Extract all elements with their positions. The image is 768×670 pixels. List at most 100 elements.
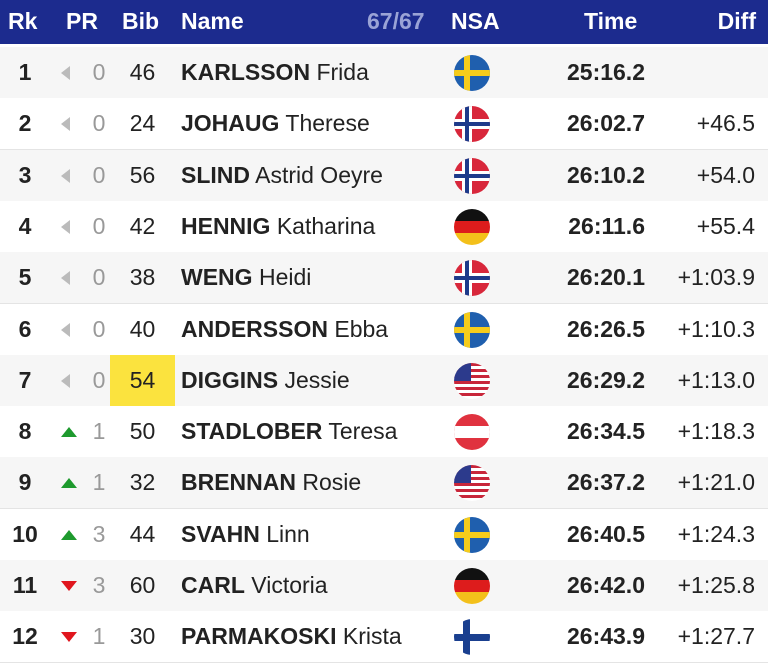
flag [453, 567, 491, 605]
diff: +46.5 [696, 110, 755, 137]
header-nsa[interactable]: NSA [451, 8, 500, 34]
rank: 9 [18, 469, 32, 496]
athlete-name: HENNIG Katharina [181, 201, 375, 252]
athlete-name: WENG Heidi [181, 252, 311, 303]
athlete-name: CARL Victoria [181, 560, 328, 611]
time: 26:40.5 [566, 520, 645, 547]
first-name: Jessie [284, 366, 350, 393]
result-row[interactable]: 11 3 60 CARL Victoria 26:42.0 +1:25.8 [0, 560, 768, 612]
diff: +1:25.8 [677, 572, 755, 598]
result-row[interactable]: 10 3 44 SVAHN Linn 26:40.5 +1:24.3 [0, 508, 768, 561]
diff: +1:27.7 [677, 623, 755, 650]
pr: 0 [92, 264, 106, 291]
bib: 60 [129, 572, 156, 598]
rank: 3 [18, 161, 32, 188]
pr: 0 [92, 212, 106, 239]
flag [453, 464, 491, 502]
diff: +1:24.3 [677, 520, 755, 547]
first-name: Heidi [258, 264, 312, 291]
last-name: DIGGINS [181, 366, 279, 393]
first-name: Teresa [328, 418, 398, 445]
result-row[interactable]: 1 0 46 KARLSSON Frida 25:16.2 [0, 47, 768, 99]
time: 26:11.6 [568, 212, 645, 239]
flag [453, 516, 491, 554]
result-row[interactable]: 6 0 40 ANDERSSON Ebba 26:26.5 +1:10.3 [0, 303, 768, 356]
rank: 2 [18, 110, 32, 137]
rank: 4 [18, 212, 32, 239]
time: 26:26.5 [566, 315, 645, 342]
pr: 0 [92, 366, 106, 393]
result-row[interactable]: 12 1 30 PARMAKOSKI Krista 26:43.9 +1:27.7 [0, 611, 768, 664]
trend-icon [61, 373, 70, 388]
last-name: WENG [181, 264, 253, 291]
bib: 24 [129, 110, 156, 137]
first-name: Ebba [334, 315, 389, 342]
pr: 0 [92, 161, 106, 188]
result-row[interactable]: 8 1 50 STADLOBER Teresa 26:34.5 +1:18.3 [0, 406, 768, 459]
result-row[interactable]: 3 0 56 SLIND Astrid Oeyre 26:10.2 +54.0 [0, 149, 768, 202]
time: 26:10.2 [566, 161, 645, 188]
trend-icon [61, 427, 77, 438]
first-name: Therese [285, 110, 370, 137]
time: 26:37.2 [566, 469, 645, 496]
result-row[interactable]: 9 1 32 BRENNAN Rosie 26:37.2 +1:21.0 [0, 457, 768, 510]
bib: 42 [129, 212, 156, 239]
bib: 30 [129, 623, 156, 650]
header-name[interactable]: Name [181, 8, 244, 34]
header-time[interactable]: Time [584, 8, 638, 34]
bib: 46 [129, 59, 156, 85]
bib: 38 [129, 264, 156, 291]
trend-icon [61, 271, 70, 286]
diff: +54.0 [696, 161, 755, 188]
last-name: KARLSSON [181, 59, 311, 85]
result-row[interactable]: 7 0 54 DIGGINS Jessie 26:29.2 +1:13.0 [0, 354, 768, 407]
athlete-name: DIGGINS Jessie [181, 355, 350, 406]
last-name: ANDERSSON [181, 315, 328, 342]
rank: 1 [18, 59, 32, 85]
bib: 40 [129, 315, 156, 342]
athlete-name: SVAHN Linn [181, 509, 310, 560]
pr: 3 [92, 520, 106, 547]
last-name: STADLOBER [181, 418, 323, 445]
rank: 11 [12, 572, 38, 598]
flag [453, 362, 491, 400]
athlete-name: KARLSSON Frida [181, 47, 369, 98]
result-row[interactable]: 4 0 42 HENNIG Katharina 26:11.6 +55.4 [0, 200, 768, 253]
first-name: Rosie [302, 469, 362, 496]
last-name: SVAHN [181, 520, 260, 547]
pr: 0 [92, 110, 106, 137]
bib: 54 [110, 354, 175, 406]
last-name: BRENNAN [181, 469, 296, 496]
last-name: HENNIG [181, 212, 271, 239]
time: 25:16.2 [566, 59, 645, 85]
athlete-name: ANDERSSON Ebba [181, 304, 388, 355]
header-bib[interactable]: Bib [122, 8, 160, 34]
diff: +1:13.0 [677, 366, 755, 393]
result-row[interactable]: 2 0 24 JOHAUG Therese 26:02.7 +46.5 [0, 98, 768, 151]
diff: +1:10.3 [677, 315, 755, 342]
pr: 0 [92, 59, 106, 85]
rank: 12 [12, 623, 38, 650]
last-name: SLIND [181, 161, 250, 188]
header-rk[interactable]: Rk [8, 8, 38, 34]
table-header: Rk PR Bib Name 67/67 NSA Time Diff [0, 0, 768, 44]
last-name: PARMAKOSKI [181, 623, 337, 650]
flag [453, 157, 491, 195]
time: 26:34.5 [566, 418, 645, 445]
result-row[interactable]: 5 0 38 WENG Heidi 26:20.1 +1:03.9 [0, 252, 768, 305]
time: 26:20.1 [566, 264, 645, 291]
athlete-name: SLIND Astrid Oeyre [181, 150, 383, 201]
rank: 10 [12, 520, 38, 547]
first-name: Frida [316, 59, 369, 85]
header-pr[interactable]: PR [66, 8, 98, 34]
pr: 0 [92, 315, 106, 342]
last-name: CARL [181, 572, 245, 598]
header-diff[interactable]: Diff [717, 8, 756, 34]
diff: +1:18.3 [677, 418, 755, 445]
time: 26:29.2 [566, 366, 645, 393]
pr: 1 [92, 623, 106, 650]
athlete-name: PARMAKOSKI Krista [181, 611, 402, 662]
trend-icon [61, 478, 77, 489]
pr: 1 [92, 469, 106, 496]
first-name: Katharina [276, 212, 376, 239]
